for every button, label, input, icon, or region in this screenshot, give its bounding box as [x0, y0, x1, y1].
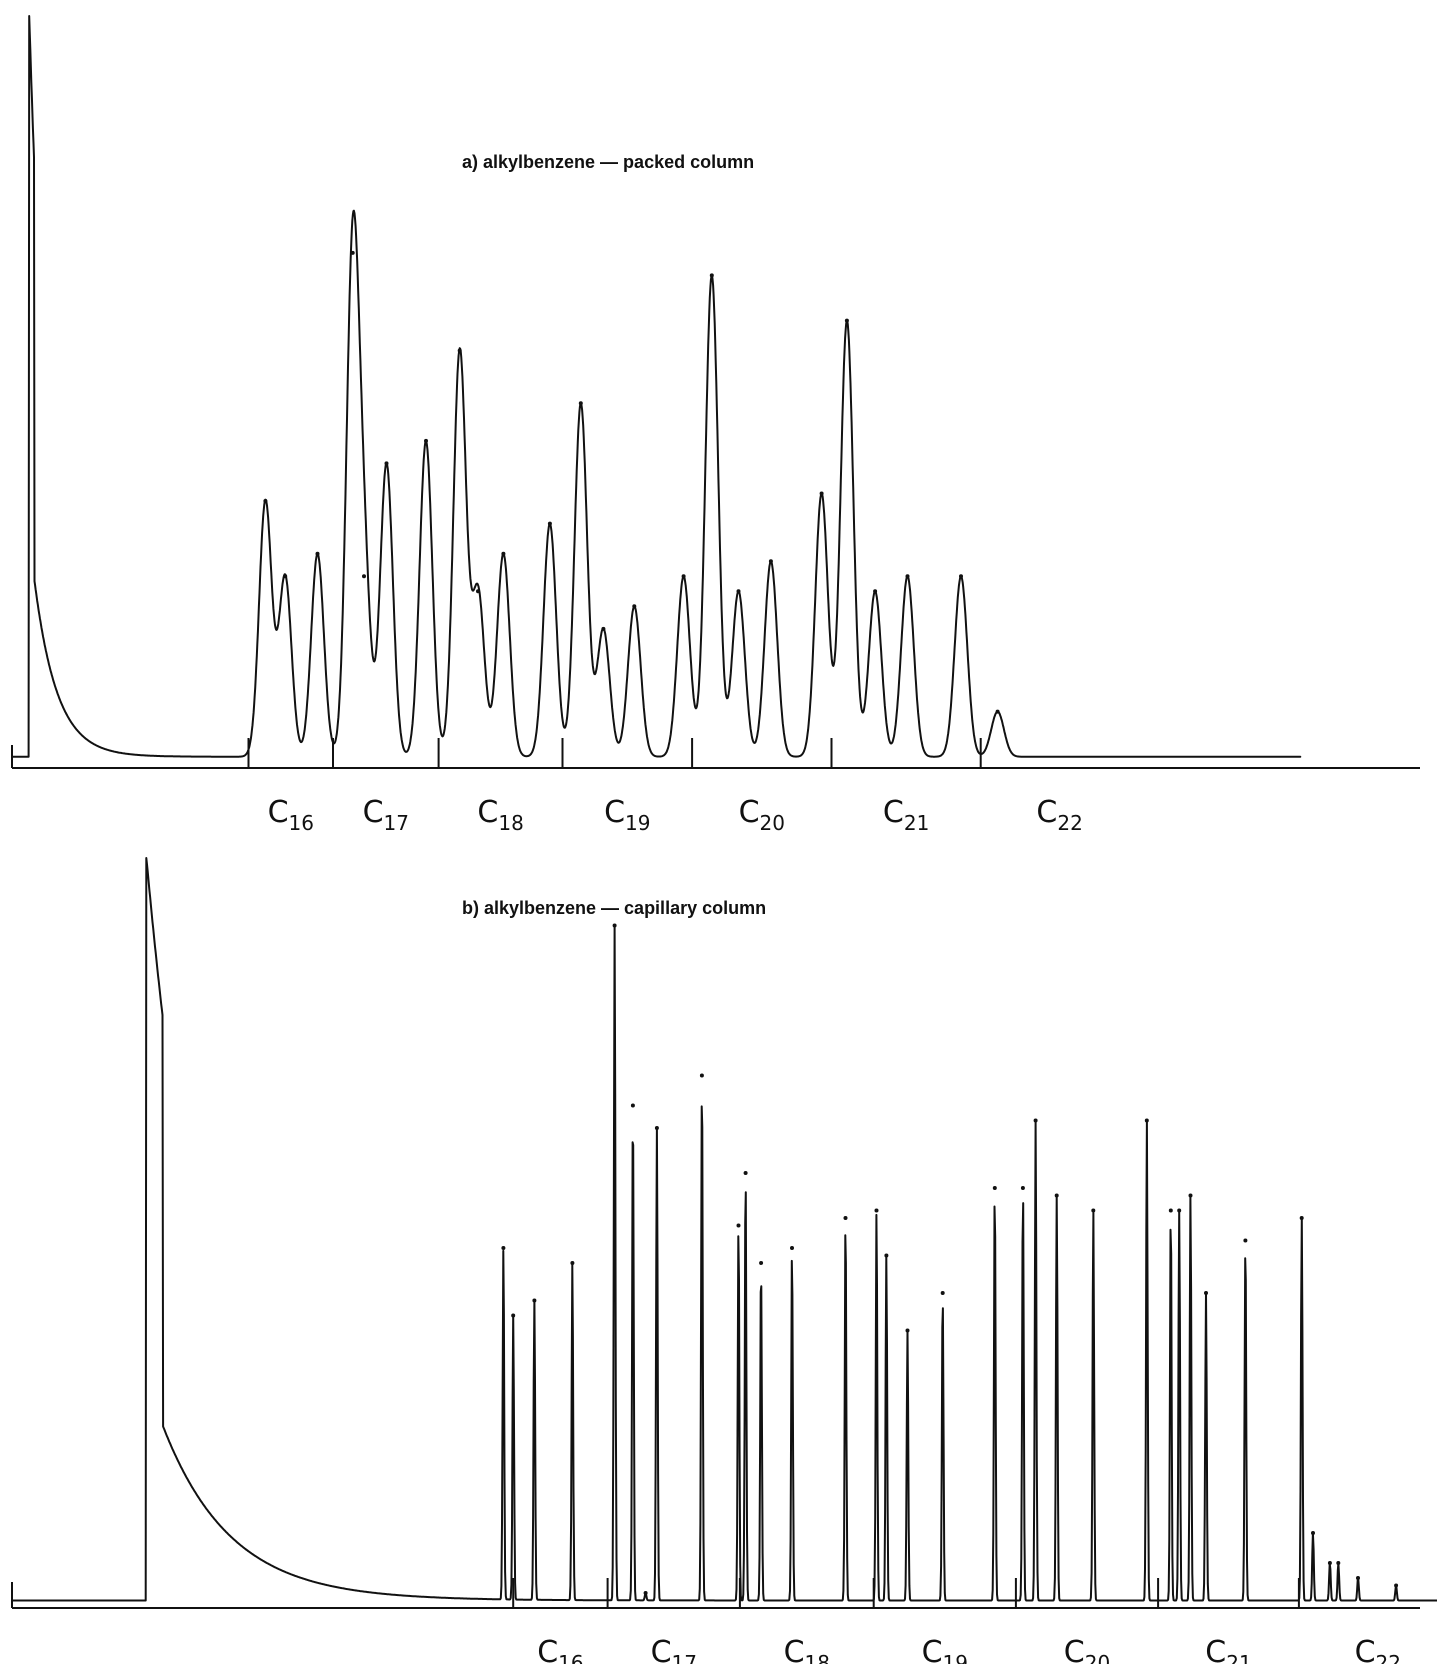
- chromatogram-trace-a: [11, 15, 1302, 758]
- peak-b-30: [1299, 1216, 1304, 1220]
- peak-a-16: [709, 273, 714, 278]
- peak-a-2: [283, 574, 288, 579]
- peak-b-4: [570, 1261, 575, 1265]
- carbon-label-b-16: C16: [537, 1635, 583, 1664]
- chart-title-a: a) alkylbenzene — packed column: [462, 152, 754, 172]
- chart-title-b: b) alkylbenzene — capillary column: [462, 898, 766, 918]
- peak-b-26: [1177, 1208, 1182, 1213]
- peak-a-5: [362, 574, 366, 579]
- peak-a-13: [601, 626, 606, 631]
- peak-a-15: [681, 574, 686, 579]
- peak-b-34: [1356, 1576, 1360, 1580]
- peak-a-17: [736, 589, 741, 594]
- peak-a-23: [959, 574, 963, 579]
- carbon-label-a-19: C19: [604, 795, 650, 835]
- peak-a-20: [844, 318, 849, 323]
- peak-b-22: [1054, 1193, 1059, 1198]
- peak-b-35: [1394, 1583, 1399, 1588]
- peak-b-8: [654, 1126, 659, 1130]
- peak-a-3: [315, 551, 320, 556]
- peak-b-27: [1188, 1193, 1193, 1198]
- peak-b-2: [511, 1313, 516, 1318]
- carbon-label-b-19: C19: [922, 1635, 968, 1664]
- peak-b-28: [1204, 1291, 1208, 1295]
- peak-b-18: [940, 1291, 945, 1295]
- peak-b-3: [532, 1298, 537, 1303]
- peak-a-4: [350, 250, 355, 255]
- peak-a-21: [873, 589, 878, 594]
- peak-b-33: [1336, 1561, 1341, 1565]
- carbon-label-a-16: C16: [268, 795, 314, 835]
- peak-b-5: [612, 923, 617, 928]
- peak-a-1: [263, 499, 268, 503]
- peak-b-31: [1311, 1531, 1315, 1535]
- carbon-label-b-18: C18: [784, 1635, 830, 1664]
- peak-b-11: [743, 1171, 748, 1175]
- peak-a-24: [995, 709, 1000, 714]
- peak-a-8: [457, 348, 462, 353]
- peak-b-10: [736, 1223, 741, 1228]
- peak-b-24: [1144, 1118, 1149, 1123]
- peak-b-14: [843, 1216, 848, 1220]
- chromatogram-trace-b: [11, 857, 1437, 1602]
- peak-b-23: [1091, 1208, 1096, 1213]
- peak-a-19: [819, 491, 824, 496]
- chromatogram-panel-b: b) alkylbenzene — capillary column C16 C1…: [11, 857, 1437, 1664]
- peak-a-11: [547, 521, 552, 526]
- peak-b-32: [1327, 1561, 1332, 1565]
- peak-b-7: [643, 1591, 648, 1595]
- peak-b-21: [1033, 1118, 1038, 1123]
- peak-a-22: [905, 574, 910, 579]
- carbon-label-a-21: C21: [883, 795, 929, 835]
- peak-b-19: [992, 1186, 997, 1190]
- peak-b-1: [501, 1246, 506, 1250]
- peak-a-10: [501, 551, 506, 556]
- peak-b-9: [699, 1073, 704, 1078]
- carbon-label-b-17: C17: [651, 1635, 697, 1664]
- peak-b-29: [1243, 1238, 1248, 1243]
- peak-a-7: [424, 438, 428, 443]
- peak-b-13: [790, 1246, 794, 1250]
- carbon-label-a-18: C18: [477, 795, 523, 835]
- peak-a-12: [578, 401, 583, 406]
- chromatogram-panel-a: a) alkylbenzene — packed column C16 C17 C1…: [11, 15, 1420, 835]
- peak-b-15: [874, 1208, 879, 1213]
- peak-a-14: [632, 604, 637, 609]
- carbon-label-b-21: C21: [1205, 1635, 1251, 1664]
- carbon-label-a-22: C22: [1036, 795, 1082, 835]
- peak-b-6: [630, 1103, 635, 1108]
- peak-b-20: [1020, 1186, 1025, 1190]
- peak-b-25: [1168, 1208, 1173, 1213]
- carbon-label-a-20: C20: [739, 795, 785, 835]
- peak-b-16: [884, 1253, 889, 1258]
- peak-a-6: [384, 461, 389, 466]
- carbon-label-b-22: C22: [1355, 1635, 1401, 1664]
- peak-a-9: [476, 589, 480, 594]
- carbon-label-b-20: C20: [1064, 1635, 1110, 1664]
- peak-b-12: [759, 1261, 764, 1265]
- carbon-label-a-17: C17: [363, 795, 409, 835]
- peak-a-18: [768, 559, 773, 564]
- peak-b-17: [905, 1328, 910, 1333]
